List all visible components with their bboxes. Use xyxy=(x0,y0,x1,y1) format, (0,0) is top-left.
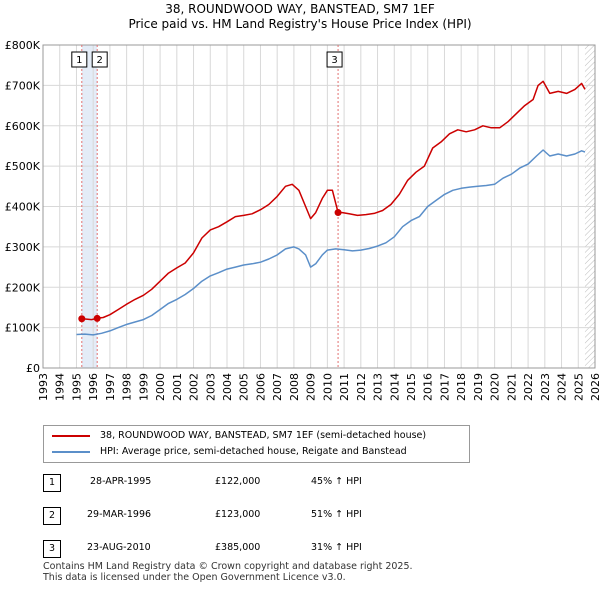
x-tick-label: 2011 xyxy=(338,373,351,401)
sale-date: 28-APR-1995 xyxy=(90,476,152,487)
sale-number-badge: 3 xyxy=(43,540,61,558)
chart-legend: 38, ROUNDWOOD WAY, BANSTEAD, SM7 1EF (se… xyxy=(43,425,470,463)
x-tick-label: 2002 xyxy=(188,373,201,401)
x-tick-label: 2004 xyxy=(221,373,234,401)
sale-hpi-change: 45% ↑ HPI xyxy=(311,476,362,487)
y-tick-label: £200K xyxy=(5,281,41,294)
x-tick-label: 1999 xyxy=(137,373,150,401)
sale-hpi-change: 31% ↑ HPI xyxy=(311,542,362,553)
sale-row: 3 23-AUG-2010 £385,000 31% ↑ HPI xyxy=(43,540,543,558)
x-tick-label: 2014 xyxy=(388,373,401,401)
y-tick-label: £400K xyxy=(5,201,41,214)
x-tick-label: 2009 xyxy=(305,373,318,401)
y-tick-label: £0 xyxy=(26,362,40,375)
plot-frame xyxy=(42,44,596,369)
x-tick-label: 2019 xyxy=(472,373,485,401)
x-tick-label: 2016 xyxy=(422,373,435,401)
sale-label: 1 xyxy=(76,55,82,66)
y-tick-label: £600K xyxy=(5,120,41,133)
y-tick-label: £100K xyxy=(5,322,41,335)
sale-label-box xyxy=(71,51,88,68)
x-tick-label: 2007 xyxy=(271,373,284,401)
x-tick-label: 1996 xyxy=(87,373,100,401)
sale-point xyxy=(334,209,342,217)
x-tick-label: 2010 xyxy=(321,373,334,401)
x-tick-label: 2024 xyxy=(556,373,569,401)
x-tick-label: 1994 xyxy=(54,373,67,401)
x-tick-label: 1997 xyxy=(104,373,117,401)
legend-swatch-property xyxy=(52,434,90,437)
sale-price: £122,000 xyxy=(215,476,261,487)
y-tick-label: £800K xyxy=(5,39,41,52)
x-tick-label: 2013 xyxy=(372,373,385,401)
x-tick-label: 2006 xyxy=(254,373,267,401)
x-tick-label: 2021 xyxy=(505,373,518,401)
sale-hpi-change: 51% ↑ HPI xyxy=(311,509,362,520)
chart-title: 38, ROUNDWOOD WAY, BANSTEAD, SM7 1EF xyxy=(165,2,435,16)
sale-number-badge: 2 xyxy=(43,507,61,525)
x-tick-label: 1993 xyxy=(37,373,50,401)
sale-date: 29-MAR-1996 xyxy=(87,509,152,520)
footer-line-1: Contains HM Land Registry data © Crown c… xyxy=(43,561,413,572)
x-tick-label: 2022 xyxy=(522,373,535,401)
sale-row: 2 29-MAR-1996 £123,000 51% ↑ HPI xyxy=(43,507,543,525)
sale-label: 3 xyxy=(331,55,337,66)
x-tick-label: 2015 xyxy=(405,373,418,401)
x-tick-label: 2003 xyxy=(204,373,217,401)
x-tick-label: 1998 xyxy=(121,373,134,401)
legend-item-property: 38, ROUNDWOOD WAY, BANSTEAD, SM7 1EF (se… xyxy=(52,428,426,444)
y-tick-label: £500K xyxy=(5,160,41,173)
footer-line-2: This data is licensed under the Open Gov… xyxy=(43,572,346,583)
legend-swatch-hpi xyxy=(52,450,90,453)
x-tick-label: 2017 xyxy=(438,373,451,401)
hpi-line xyxy=(76,149,586,336)
x-tick-label: 2012 xyxy=(355,373,368,401)
sale-row: 1 28-APR-1995 £122,000 45% ↑ HPI xyxy=(43,474,543,492)
x-tick-label: 2005 xyxy=(238,373,251,401)
sale-point xyxy=(93,314,101,322)
x-tick-label: 2025 xyxy=(572,373,585,401)
sale-label-box xyxy=(91,51,108,68)
x-tick-label: 2008 xyxy=(288,373,301,401)
price-chart: £0 £100K £200K £300K £400K £500K £600K £700K £80… xyxy=(5,39,600,401)
y-tick-label: £300K xyxy=(5,241,41,254)
x-tick-label: 2026 xyxy=(589,373,600,401)
x-tick-label: 2023 xyxy=(539,373,552,401)
chart-subtitle: Price paid vs. HM Land Registry's House … xyxy=(128,17,472,31)
x-tick-label: 1995 xyxy=(70,373,83,401)
x-tick-label: 2001 xyxy=(171,373,184,401)
sale-label: 2 xyxy=(97,55,103,66)
sale-price: £385,000 xyxy=(215,542,261,553)
property-price-line xyxy=(81,80,586,321)
sale-price: £123,000 xyxy=(215,509,261,520)
sale-label-box xyxy=(326,51,343,68)
footer-attribution: Contains HM Land Registry data © Crown c… xyxy=(43,561,413,583)
legend-label-property: 38, ROUNDWOOD WAY, BANSTEAD, SM7 1EF (se… xyxy=(100,430,427,441)
x-tick-label: 2018 xyxy=(455,373,468,401)
sale-point xyxy=(78,315,86,323)
legend-item-hpi: HPI: Average price, semi-detached house,… xyxy=(52,444,407,460)
x-tick-label: 2000 xyxy=(154,373,167,401)
sale-date: 23-AUG-2010 xyxy=(87,542,151,553)
y-tick-label: £700K xyxy=(5,79,41,92)
legend-label-hpi: HPI: Average price, semi-detached house,… xyxy=(100,446,407,457)
x-tick-label: 2020 xyxy=(489,373,502,401)
sale-number-badge: 1 xyxy=(43,474,61,492)
